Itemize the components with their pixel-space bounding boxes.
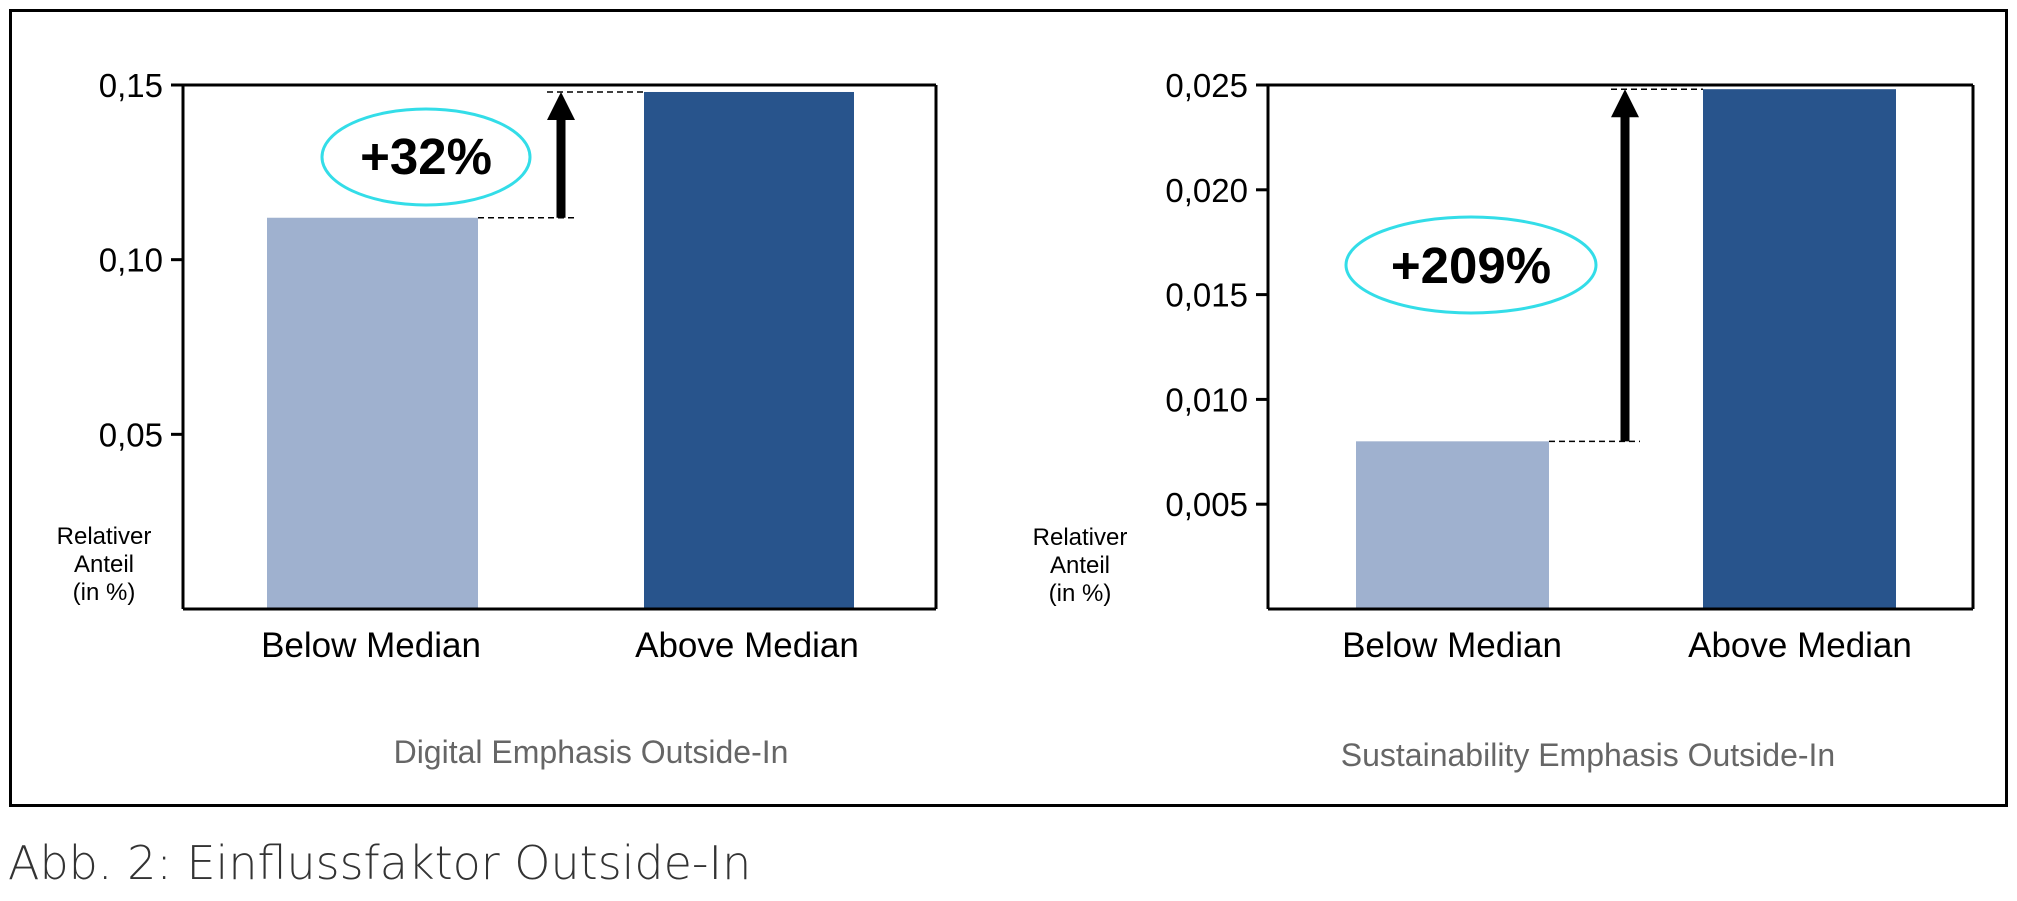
y-tick-label: 0,05 xyxy=(99,416,163,453)
chart-title: Digital Emphasis Outside-In xyxy=(394,734,789,770)
category-label-below: Below Median xyxy=(261,626,481,665)
bar-above-median xyxy=(1703,89,1896,609)
annotation-label: +32% xyxy=(360,128,492,185)
annotation-ellipse xyxy=(320,107,532,207)
y-tick-label: 0,015 xyxy=(1165,277,1248,314)
y-axis-label-line-1: Relativer xyxy=(57,523,152,550)
y-axis-label-line-3: (in %) xyxy=(73,579,136,606)
figure-frame xyxy=(9,9,2008,807)
annotation-ellipse xyxy=(1344,215,1598,315)
category-label-below: Below Median xyxy=(1342,626,1562,665)
y-tick-label: 0,025 xyxy=(1165,67,1248,104)
annotation-label: +209% xyxy=(1391,237,1551,294)
y-tick-label: 0,005 xyxy=(1165,486,1248,523)
bar-below-median xyxy=(1356,441,1549,609)
chart-digital: 0,05 0,10 0,15 +32% Relativer Anteil (in %… xyxy=(57,67,938,770)
y-tick-label: 0,020 xyxy=(1165,172,1248,209)
y-tick-label: 0,15 xyxy=(99,67,163,104)
y-tick-label: 0,10 xyxy=(99,242,163,279)
y-axis-label-line-2: Anteil xyxy=(1050,552,1110,579)
bar-above-median xyxy=(644,91,854,609)
chart-title: Sustainability Emphasis Outside-In xyxy=(1341,737,1835,773)
arrow-up-icon xyxy=(547,91,575,120)
y-axis-label-line-2: Anteil xyxy=(74,551,134,578)
y-tick-label: 0,010 xyxy=(1165,381,1248,418)
y-axis-label-line-3: (in %) xyxy=(1049,580,1112,607)
bar-below-median xyxy=(267,217,478,609)
category-label-above: Above Median xyxy=(1688,626,1912,665)
y-axis-label-line-1: Relativer xyxy=(1033,524,1128,551)
arrow-up-icon xyxy=(1611,89,1639,118)
category-label-above: Above Median xyxy=(635,626,859,665)
chart-sustainability: 0,005 0,010 0,015 0,020 0,025 +209% Relative… xyxy=(1033,67,1975,773)
figure-caption: Abb. 2: Einflussfaktor Outside-In xyxy=(8,836,752,890)
